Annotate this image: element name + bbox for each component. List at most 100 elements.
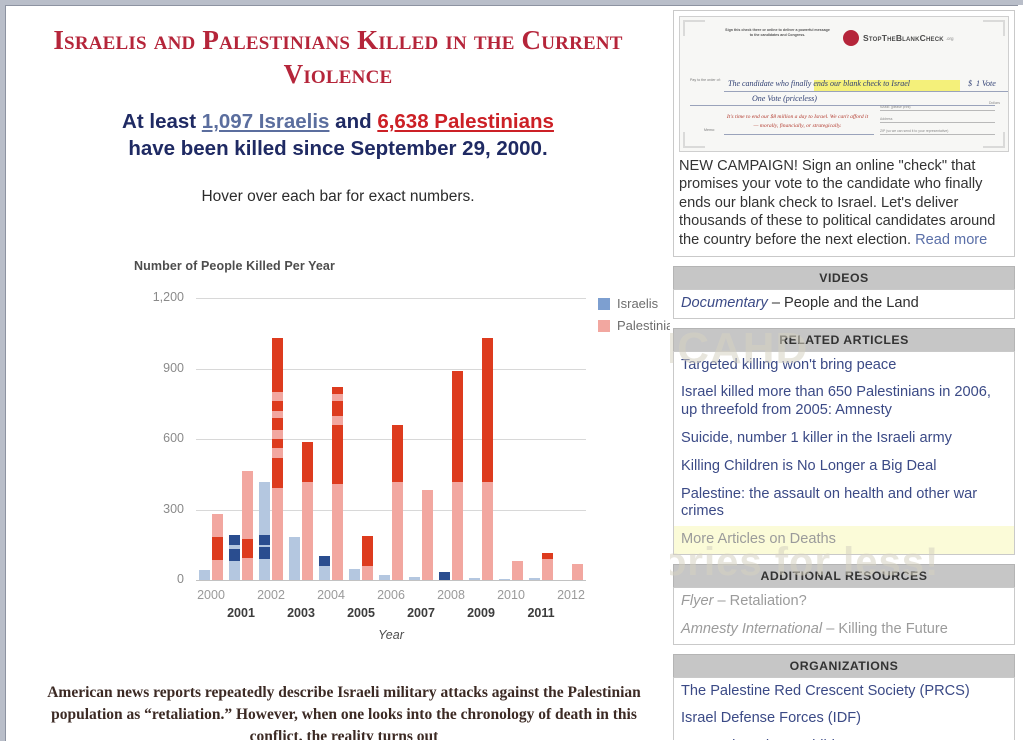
chart-bar-israelis-2004[interactable]: [319, 555, 330, 580]
sidebar-link-item[interactable]: Suicide, number 1 killer in the Israeli …: [681, 430, 952, 447]
section-heading: ORGANIZATIONS: [673, 653, 1015, 677]
section-heading: RELATED ARTICLES: [673, 327, 1015, 351]
chart-y-tick-label: 300: [163, 501, 184, 516]
chart-bar-overlay: [302, 441, 313, 483]
chart-plot-area[interactable]: [196, 298, 586, 581]
chart-bar-overlay: [242, 538, 253, 558]
sidebar: Sign this check there or online to deliv…: [670, 6, 1018, 740]
legend-label: Israelis: [617, 296, 659, 311]
chart-bar-overlay: [542, 553, 553, 560]
chart-bar-overlay: [332, 386, 343, 395]
chart-bar-israelis-2009[interactable]: [469, 578, 480, 580]
chart-bar-israelis-2005[interactable]: [349, 568, 360, 580]
chart-bar-palestinians-2010[interactable]: [512, 560, 523, 580]
chart-gridline: [196, 368, 586, 370]
item-title-rest: – People and the Land: [767, 294, 919, 311]
sidebar-link-item[interactable]: Killing Children is No Longer a Big Deal: [681, 457, 937, 474]
sidebar-link-item[interactable]: Remember These Children: [674, 733, 1014, 740]
check-field-2: ZIP (so we can send it to your represent…: [880, 129, 995, 135]
chart-bar-overlay: [272, 457, 283, 489]
palestinians-count-link[interactable]: 6,638 Palestinians: [377, 109, 554, 133]
summary-suffix: have been killed since September 29, 200…: [128, 136, 548, 160]
chart-gridline: [196, 439, 586, 440]
chart-bar-israelis-2006[interactable]: [379, 574, 390, 580]
chart-bar-overlay: [272, 439, 283, 449]
chart-bar-palestinians-2009[interactable]: [482, 338, 493, 580]
chart-bar-israelis-2010[interactable]: [499, 578, 510, 580]
sidebar-link-item[interactable]: Amnesty International – Killing the Futu…: [674, 616, 1014, 644]
chart-bar-israelis-2002[interactable]: [259, 481, 270, 580]
check-memo-label: Memo:: [704, 128, 715, 132]
chart-legend-item-1[interactable]: Palestinia...: [598, 318, 670, 333]
chart-bar-palestinians-2003[interactable]: [302, 441, 313, 580]
chart-bar-israelis-2008[interactable]: [439, 572, 450, 580]
check-amount-rule: [974, 91, 1008, 92]
chart-x-tick-label: 2003: [287, 606, 315, 620]
chart-y-tick-label: 600: [163, 431, 184, 445]
chart-bar-israelis-2001[interactable]: [229, 534, 240, 580]
check-memo-rule: [724, 134, 874, 135]
check-written-amount: One Vote (priceless): [752, 94, 817, 103]
chart-y-tick-label: 0: [177, 572, 184, 586]
chart-x-tick-label: 2001: [227, 606, 255, 620]
sidebar-link-item[interactable]: Targeted killing won't bring peace: [681, 356, 897, 373]
chart-bar-palestinians-2005[interactable]: [362, 536, 373, 580]
summary-middle: and: [329, 109, 378, 133]
check-amount: 1 Vote: [976, 79, 996, 88]
chart-bar-israelis-2011[interactable]: [529, 577, 540, 580]
sidebar-link-item[interactable]: Israel Defense Forces (IDF): [681, 710, 862, 727]
sidebar-link-item[interactable]: Israel killed more than 650 Palestinians…: [681, 384, 991, 419]
chart-y-tick-label: 1,200: [152, 290, 184, 304]
chart-x-tick-label: 2007: [407, 606, 435, 620]
check-signer-fields: NAME (please print) Address ZIP (so we can…: [880, 105, 995, 141]
chart-bar-overlay: [319, 555, 330, 566]
chart-bar-palestinians-2004[interactable]: [332, 386, 343, 580]
summary-prefix: At least: [122, 109, 202, 133]
sidebar-link-item[interactable]: Flyer – Retaliation?: [674, 588, 1014, 616]
sidebar-link-item[interactable]: Documentary – People and the Land: [674, 290, 1014, 318]
chart-bar-palestinians-2011[interactable]: [542, 553, 553, 580]
article-body-paragraph: American news reports repeatedly describ…: [47, 684, 641, 740]
section-body: The Palestine Red Crescent Society (PRCS…: [673, 676, 1015, 740]
check-payee-highlight: [814, 80, 960, 91]
chart-bar-palestinians-2001[interactable]: [242, 470, 253, 580]
legend-label: Palestinia...: [617, 318, 670, 333]
read-more-link[interactable]: Read more: [915, 231, 988, 248]
chart-x-tick-label: 2006: [377, 588, 405, 602]
item-title-rest: – Retaliation?: [713, 593, 807, 610]
chart-x-tick-label: 2012: [557, 588, 585, 602]
chart-bar-palestinians-2006[interactable]: [392, 425, 403, 580]
chart-bar-palestinians-2007[interactable]: [422, 490, 433, 580]
chart-bar-palestinians-2000[interactable]: [212, 514, 223, 580]
chart-bar-palestinians-2008[interactable]: [452, 371, 463, 580]
legend-swatch-icon: [598, 297, 610, 310]
item-title-italic: Flyer: [681, 593, 714, 610]
chart-bar-palestinians-2002[interactable]: [272, 338, 283, 580]
chart-bar-israelis-2007[interactable]: [409, 577, 420, 580]
item-title-italic: Amnesty International: [681, 620, 823, 637]
chart-axis-baseline: [196, 580, 586, 581]
chart-bar-israelis-2003[interactable]: [289, 536, 300, 580]
page-title: Israelis and Palestinians Killed in the …: [53, 25, 623, 89]
check-instruction-note: Sign this check there or online to deliv…: [725, 28, 830, 38]
check-memo-text: It's time to end our $8 million a day to…: [726, 114, 869, 129]
chart-gridline: [196, 298, 586, 299]
check-field-1: Address: [880, 117, 995, 123]
window-frame-left: [0, 0, 5, 741]
chart-bar-overlay: [229, 549, 240, 562]
chart-bar-israelis-2000[interactable]: [199, 570, 210, 580]
check-payee-text: The candidate who finally ends our blank…: [728, 79, 910, 88]
chart-bar-overlay: [272, 401, 283, 411]
promo-card[interactable]: Sign this check there or online to deliv…: [673, 10, 1015, 257]
chart-bar-palestinians-2012[interactable]: [572, 564, 583, 580]
section-body: Flyer – Retaliation? Amnesty Internationa…: [673, 587, 1015, 645]
check-payee-rule: [724, 91, 974, 92]
chart-x-tick-label: 2004: [317, 588, 345, 602]
sidebar-link-item[interactable]: The Palestine Red Crescent Society (PRCS…: [681, 682, 970, 699]
sidebar-link-item[interactable]: More Articles on Deaths: [674, 526, 1014, 555]
chart-legend-item-0[interactable]: Israelis: [598, 296, 670, 311]
deaths-per-year-chart[interactable]: Number of People Killed Per Year 0 300 600…: [68, 254, 670, 654]
israelis-count-link[interactable]: 1,097 Israelis: [201, 109, 330, 133]
sidebar-link-item[interactable]: Palestine: the assault on health and oth…: [681, 485, 978, 520]
